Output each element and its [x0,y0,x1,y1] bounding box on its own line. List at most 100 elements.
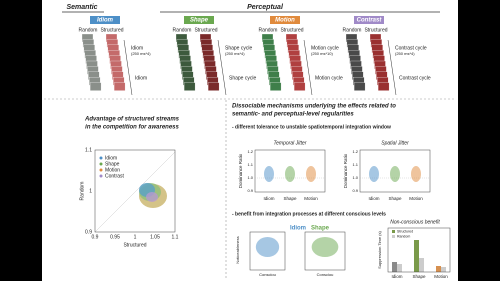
condition-name: Motion [275,18,295,24]
category-label: Idiom [263,196,274,201]
cycle-label: Shape cycle [225,45,252,51]
y-tick-label: 1.2 [352,149,358,154]
subplot-title: Spatial Jitter [381,140,409,146]
y-tick-label: 0.9 [85,229,92,235]
structured-label: Structured [364,27,387,33]
card [183,82,196,91]
y-tick-label: 1.1 [85,147,92,153]
x-tick-label: 0.9 [92,234,99,240]
y-tick-label: 1.1 [247,162,253,167]
cycle-label: Contrast cycle [399,75,431,81]
legend-label: Shape [105,161,120,167]
y-tick-label: 1.2 [247,149,253,154]
cycle-label: Idiom [135,75,147,81]
category-label: Shape [283,196,297,201]
legend-label: Structured [397,229,413,233]
structured-label: Structured [280,27,303,33]
x-tick-label: 1.1 [172,234,179,240]
cycle-label: Idiom [131,45,143,51]
dot-cloud [411,166,421,182]
y-axis-label: Suppression Time (s) [377,230,382,268]
structured-label: Structured [100,27,123,33]
legend-label: Random [397,234,410,238]
legend-dot [99,168,103,172]
semantic: Semantic [66,4,97,11]
category-label: Shape [412,274,426,279]
axes [249,231,286,271]
y-tick-label: 0.9 [247,188,253,193]
card [269,82,282,91]
axes [94,149,176,233]
category-label: Motion [304,196,318,201]
subplot-title: Temporal Jitter [274,140,307,146]
bar-plot [392,240,446,272]
dot-cloud [369,166,379,182]
cycle-label: Motion cycle [311,45,339,51]
conscious-label: Consciou [317,272,334,277]
x-tick-label: 0.95 [110,234,120,240]
cycle-label: Shape cycle [229,75,256,81]
dot-cloud [390,166,400,182]
perceptual: Perceptual [247,4,284,11]
y-tick-label: 1 [89,188,92,194]
scatter-cloud [94,151,176,233]
x-axis-label: Structured [123,242,146,248]
y-tick-label: 1.0 [247,175,253,180]
legend-label: Motion [105,167,120,173]
legend-dot [99,156,103,160]
condition-name: Contrast [357,18,383,24]
panel-title: Advantage of structured streams [84,117,180,123]
random-label: Random [343,27,362,33]
category-label: Idiom [368,196,379,201]
y-axis-label: Dominance Ratio [343,153,348,188]
condition-box [354,16,384,24]
legend-label: Idiom [105,155,117,161]
y-tick-label: 1.0 [352,175,358,180]
subheading: - benefit from integration processes at … [232,211,386,217]
dot-cloud [264,166,274,182]
dist-label: Shape [311,226,330,232]
card [207,82,220,91]
category-label: Motion [434,274,448,279]
y-axis-label: Dominance Ratio [238,153,243,188]
cycle-label: Contrast cycle [395,45,427,51]
card [353,82,366,91]
legend-dot [99,162,103,166]
card [293,82,306,91]
legend-swatch [392,235,395,238]
arrow [387,39,397,96]
axes [254,149,326,193]
subheading: - different tolerance to unstable spatio… [232,124,391,130]
arrow [303,39,313,96]
condition-box [90,16,120,24]
axes [304,231,346,271]
density [255,237,280,257]
panel-title: in the competition for awareness [85,125,179,131]
arrow [123,39,133,96]
cycle-label: Motion cycle [315,75,343,81]
condition-name: Shape [190,18,209,24]
axes [387,227,451,273]
legend-dot [99,174,103,178]
x-tick-label: 1 [134,234,137,240]
noticeable-label: Noticeableness [235,236,240,263]
legend-swatch [392,230,395,233]
category-label: Shape [388,196,402,201]
dist-label: Idiom [290,226,306,232]
cycle-duration: (250 ms*4) [225,51,245,56]
density [311,237,339,257]
conscious-label: Consciou [259,272,276,277]
category-label: Motion [409,196,423,201]
card [377,82,390,91]
panel-title: semantic- and perceptual-level regularit… [232,112,354,118]
y-tick-label: 0.9 [352,188,358,193]
x-tick-label: 1.05 [150,234,160,240]
random-label: Random [259,27,278,33]
category-label: Idiom [391,274,402,279]
legend-label: Contrast [105,173,125,179]
condition-box [184,16,214,24]
panel-title: Dissociable mechanisms underlying the ef… [232,104,396,110]
structured-label: Structured [194,27,217,33]
bar-title: Non-conscious benefit [390,219,440,225]
cycle-duration: (250 ms*4) [395,51,415,56]
